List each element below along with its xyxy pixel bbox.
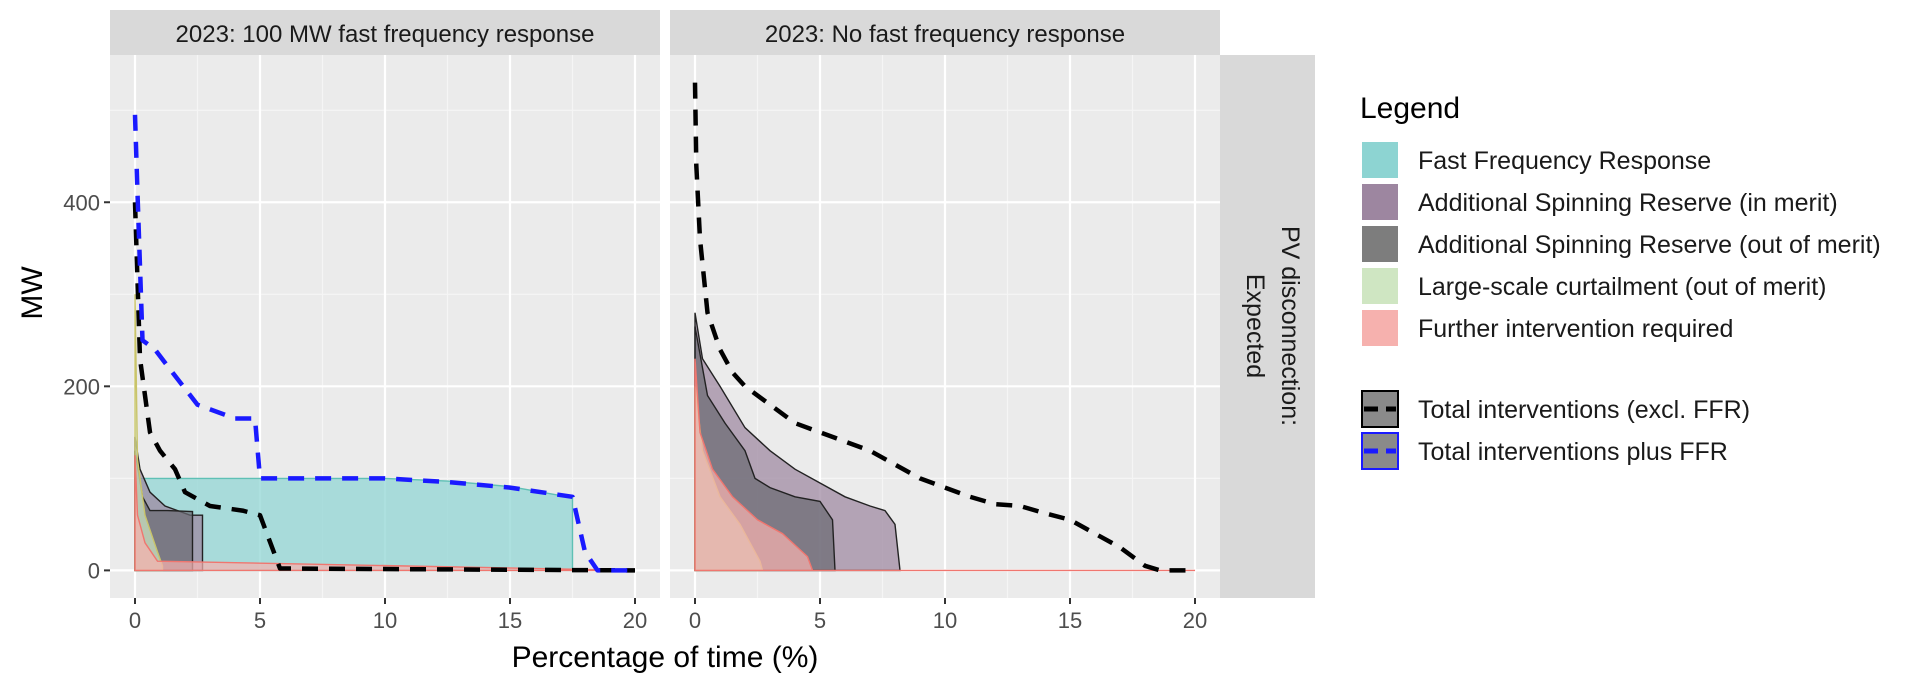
x-axis: 0 5 10 15 20 <box>689 598 1207 633</box>
line-total-interventions-plus-ffr <box>132 114 635 573</box>
area-further-intervention-required <box>134 455 636 572</box>
x-tick-label: 5 <box>254 608 266 633</box>
area-further-intervention-required <box>694 358 1195 572</box>
legend-swatch <box>1362 268 1398 304</box>
panel-title: 2023: No fast frequency response <box>765 21 1125 48</box>
y-axis: 0 200 400 <box>63 190 110 583</box>
x-axis: 0 5 10 15 20 <box>129 598 647 633</box>
x-tick-label: 10 <box>933 608 957 633</box>
x-axis-title: Percentage of time (%) <box>512 641 819 674</box>
legend-label: Further intervention required <box>1418 315 1733 343</box>
panel-no-ffr: 2023: No fast frequency response 0 5 10 15 2… <box>670 10 1220 633</box>
legend: Legend Fast Frequency Response Additional… <box>1360 92 1881 470</box>
x-tick-label: 0 <box>689 608 701 633</box>
y-tick-label: 400 <box>63 190 100 215</box>
facet-strip-label-line1: PV disconnection: <box>1276 226 1304 426</box>
facet-strip-background <box>1220 55 1315 598</box>
x-tick-label: 20 <box>1183 608 1207 633</box>
x-tick-label: 10 <box>373 608 397 633</box>
legend-title: Legend <box>1360 92 1460 125</box>
x-tick-label: 20 <box>623 608 647 633</box>
x-tick-label: 15 <box>498 608 522 633</box>
legend-swatch <box>1362 184 1398 220</box>
legend-label: Additional Spinning Reserve (out of meri… <box>1418 231 1881 259</box>
legend-label: Large-scale curtailment (out of merit) <box>1418 273 1826 301</box>
x-tick-label: 15 <box>1058 608 1082 633</box>
legend-line-items: Total interventions (excl. FFR) Total int… <box>1361 390 1750 470</box>
panel-ffr: 2023: 100 MW fast frequency response 0 20… <box>63 10 660 633</box>
legend-swatch <box>1362 142 1398 178</box>
legend-swatch <box>1362 310 1398 346</box>
panel-strip <box>110 10 660 55</box>
line-total-interventions-excl-ffr <box>132 202 636 573</box>
y-axis-title: MW <box>16 266 49 320</box>
panel-title: 2023: 100 MW fast frequency response <box>176 21 595 48</box>
legend-label: Total interventions (excl. FFR) <box>1418 396 1750 424</box>
facet-strip-right: PV disconnection: Expected <box>1220 55 1315 598</box>
legend-label: Total interventions plus FFR <box>1418 438 1728 466</box>
panel-strip <box>670 10 1220 55</box>
stacked-areas <box>694 312 1195 572</box>
facet-strip-label-line2: Expected <box>1241 274 1269 378</box>
y-tick-label: 200 <box>63 374 100 399</box>
stacked-areas <box>134 294 636 572</box>
y-tick-label: 0 <box>88 558 100 583</box>
legend-label: Fast Frequency Response <box>1418 147 1711 175</box>
legend-swatch <box>1362 226 1398 262</box>
total-lines <box>132 114 636 573</box>
x-tick-label: 0 <box>129 608 141 633</box>
legend-fill-items: Fast Frequency Response Additional Spinni… <box>1362 142 1881 346</box>
legend-label: Additional Spinning Reserve (in merit) <box>1418 189 1838 217</box>
x-tick-label: 5 <box>814 608 826 633</box>
